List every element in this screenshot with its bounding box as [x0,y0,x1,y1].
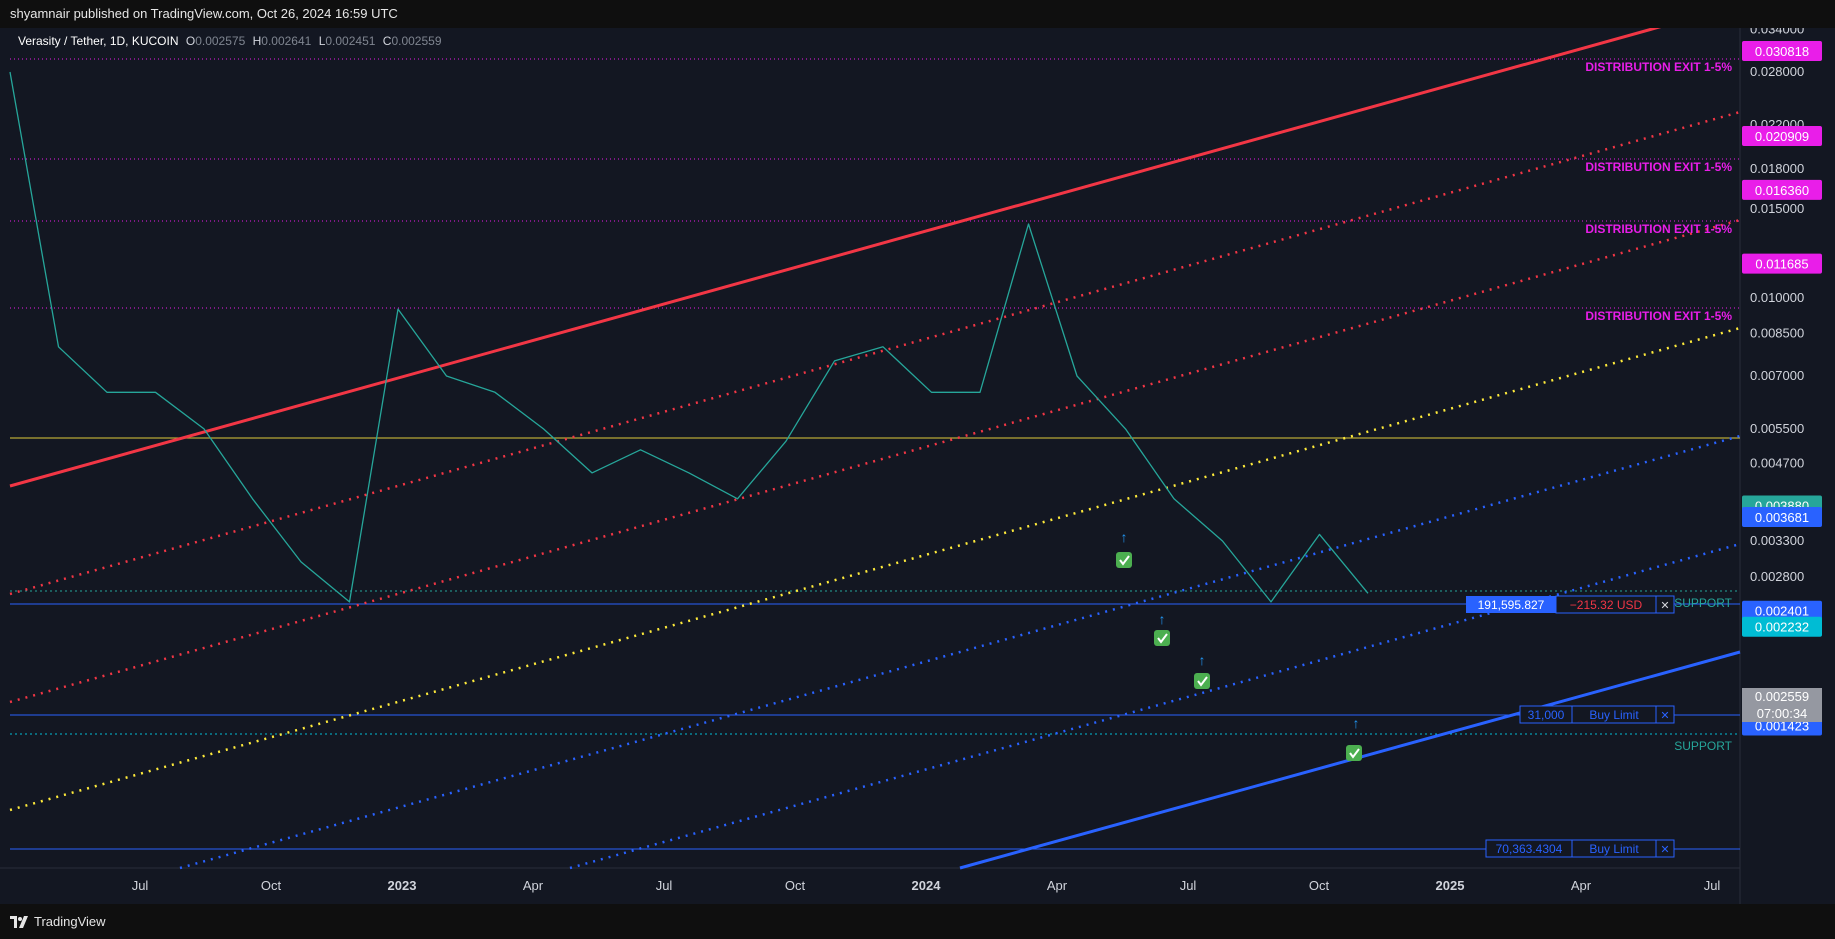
check-icon [1116,552,1132,568]
signal-marker: ↑ [1154,611,1170,646]
published-header: shyamnair published on TradingView.com, … [0,0,1835,28]
ohlc-close-key: C [382,34,392,48]
price-line [9,71,1369,603]
ohlc-close-value: 0.002559 [391,34,442,48]
buy-limit-order-1[interactable]: 31,000 Buy Limit ✕ [1519,705,1675,724]
ohlc-low-value: 0.002451 [325,34,376,48]
brand-name[interactable]: TradingView [34,914,106,929]
support-label: SUPPORT [1674,596,1732,610]
price-tag: 0.016360 [1742,179,1822,200]
last-price-value: 0.002559 [1755,689,1809,704]
time-axis-tick: Jul [132,878,149,893]
yellow-dotted-trendline[interactable] [9,326,1741,812]
symbol-legend: Verasity / Tether, 1D, KUCOIN O0.002575 … [18,34,446,48]
price-tag-value: 0.003681 [1755,510,1809,525]
price-tag-value: 0.011685 [1755,257,1808,272]
time-axis-tick: Jul [1180,878,1197,893]
ohlc-high-value: 0.002641 [261,34,312,48]
last-price-tag: 0.002559 07:00:34 [1742,688,1822,722]
footer-bar: TradingView [0,904,1835,939]
ohlc-high-key: H [252,34,262,48]
price-axis-tick: 0.015000 [1750,201,1804,216]
check-icon [1346,745,1362,761]
tradingview-logo-icon[interactable] [10,915,28,928]
check-icon [1194,673,1210,689]
distribution-label: DISTRIBUTION EXIT 1-5% [1585,60,1732,74]
time-axis-tick: Oct [261,878,282,893]
check-icon [1154,630,1170,646]
price-axis-tick: 0.028000 [1750,64,1804,79]
price-tag: 0.020909 [1742,126,1822,147]
time-axis-tick: 2023 [388,878,417,893]
signal-marker: ↑ [1194,652,1210,689]
distribution-label: DISTRIBUTION EXIT 1-5% [1585,160,1732,174]
distribution-label: DISTRIBUTION EXIT 1-5% [1585,309,1732,323]
time-axis-tick: 2025 [1436,878,1465,893]
position-widget[interactable]: 191,595.827 −215.32 USD ✕ [1466,595,1675,614]
price-tag-value: 0.030818 [1755,44,1809,59]
red-dotted-trendline-1[interactable] [9,110,1741,596]
order-type: Buy Limit [1589,842,1639,856]
arrow-up-icon: ↑ [1353,715,1360,731]
price-axis-tick: 0.008500 [1750,325,1804,340]
blue-dotted-trendline-1[interactable] [179,434,1741,870]
order-qty: 31,000 [1528,708,1565,722]
price-axis-tick: 0.005500 [1750,421,1804,436]
price-tag: 0.003681 [1742,507,1822,528]
price-tag-value: 0.001423 [1755,718,1809,733]
close-icon[interactable]: ✕ [1660,600,1669,612]
position-pnl: −215.32 USD [1570,598,1643,612]
arrow-up-icon: ↑ [1199,652,1206,668]
price-tag: 0.002232 [1742,616,1822,637]
arrow-up-icon: ↑ [1121,529,1128,545]
ohlc-open-key: O [185,34,196,48]
close-icon[interactable]: ✕ [1660,710,1669,722]
time-axis-tick: Oct [785,878,806,893]
time-axis-tick: Jul [656,878,673,893]
arrow-up-icon: ↑ [1159,611,1166,627]
price-chart[interactable]: DISTRIBUTION EXIT 1-5% DISTRIBUTION EXIT… [0,28,1835,904]
price-axis-tick: 0.018000 [1750,161,1804,176]
price-axis-tick: 0.003300 [1750,533,1804,548]
price-tag-value: 0.002401 [1755,604,1809,619]
price-axis-tick: 0.007000 [1750,368,1804,383]
price-axis-tick: 0.002800 [1750,569,1804,584]
price-axis[interactable]: 0.0340000.0280000.0220000.0180000.015000… [1742,28,1822,736]
time-axis-tick: Apr [1047,878,1068,893]
time-axis-tick: Apr [523,878,544,893]
time-axis-tick: 2024 [912,878,942,893]
buy-limit-order-2[interactable]: 70,363.4304 Buy Limit ✕ [1485,839,1675,858]
position-qty: 191,595.827 [1478,598,1545,612]
price-axis-tick: 0.004700 [1750,455,1804,470]
price-tag: 0.002401 [1742,600,1822,621]
symbol-title: Verasity / Tether, 1D, KUCOIN [18,34,179,48]
ohlc-open-value: 0.002575 [195,34,246,48]
resistance-trendline[interactable] [9,28,1670,488]
red-dotted-trendline-2[interactable] [9,218,1741,704]
price-tag: 0.030818 [1742,40,1822,61]
support-label: SUPPORT [1674,739,1732,753]
time-axis-tick: Apr [1571,878,1592,893]
time-axis-tick: Jul [1704,878,1721,893]
signal-marker: ↑ [1116,529,1132,568]
time-axis-tick: Oct [1309,878,1330,893]
ohlc-low-key: L [318,34,326,48]
price-tag: 0.011685 [1742,253,1822,274]
time-axis[interactable]: Jul Oct 2023 Apr Jul Oct 2024 Apr Jul Oct 2025 Apr J… [132,878,1721,893]
close-icon[interactable]: ✕ [1660,844,1669,856]
price-axis-tick: 0.010000 [1750,290,1804,305]
price-tag-value: 0.020909 [1755,129,1809,144]
price-axis-tick: 0.034000 [1750,28,1804,36]
bar-countdown: 07:00:34 [1757,706,1808,721]
signal-marker: ↑ [1346,715,1362,761]
order-qty: 70,363.4304 [1496,842,1563,856]
price-tag-value: 0.016360 [1755,183,1809,198]
order-type: Buy Limit [1589,708,1639,722]
distribution-label: DISTRIBUTION EXIT 1-5% [1585,222,1732,236]
price-tag-value: 0.002232 [1755,620,1809,635]
